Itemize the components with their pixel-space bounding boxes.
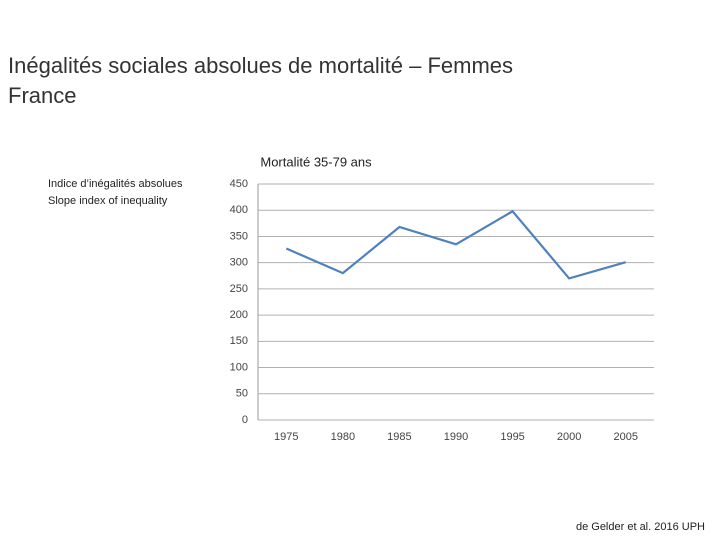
x-tick-label: 1990 bbox=[444, 431, 468, 443]
y-tick-label: 400 bbox=[230, 204, 248, 216]
y-tick-label: 0 bbox=[242, 414, 248, 426]
y-tick-label: 150 bbox=[230, 335, 248, 347]
x-tick-label: 1980 bbox=[331, 431, 355, 443]
slide-title-line: Inégalités sociales absolues de mortalit… bbox=[8, 53, 513, 78]
y-tick-label: 50 bbox=[236, 388, 248, 400]
slide-title-line: France bbox=[8, 83, 76, 108]
y-tick-label: 350 bbox=[230, 230, 248, 242]
x-tick-label: 2005 bbox=[613, 431, 637, 443]
y-tick-label: 250 bbox=[230, 283, 248, 295]
x-tick-label: 2000 bbox=[557, 431, 581, 443]
y-axis-label: Indice d’inégalités absolues bbox=[48, 178, 183, 190]
x-tick-label: 1995 bbox=[500, 431, 524, 443]
y-tick-label: 450 bbox=[230, 178, 248, 190]
x-tick-label: 1975 bbox=[274, 431, 298, 443]
x-tick-label: 1985 bbox=[387, 431, 411, 443]
source: de Gelder et al. 2016 UPH bbox=[576, 521, 705, 533]
y-tick-label: 200 bbox=[230, 309, 248, 321]
chart-title: Mortalité 35-79 ans bbox=[260, 154, 372, 169]
y-tick-label: 300 bbox=[230, 257, 248, 269]
y-axis-label: Slope index of inequality bbox=[48, 195, 168, 207]
data-line bbox=[285, 209, 627, 280]
y-tick-label: 100 bbox=[230, 361, 248, 373]
